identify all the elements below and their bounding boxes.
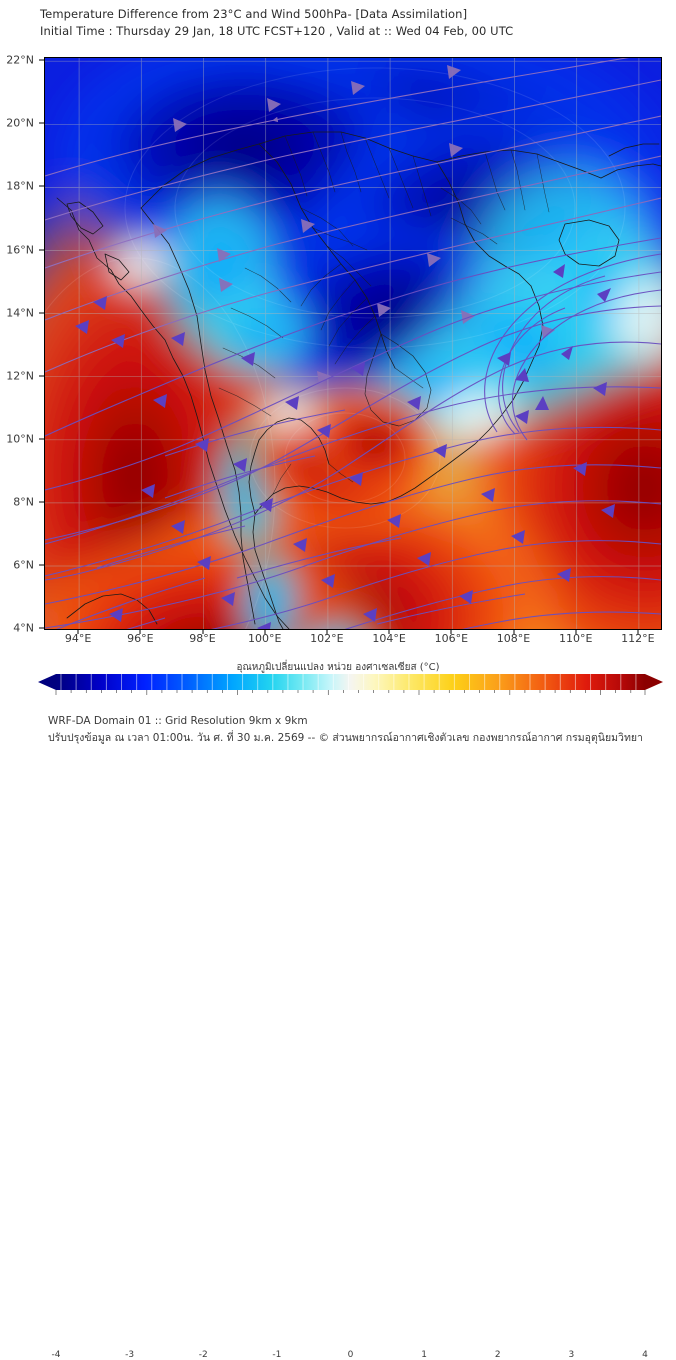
chart-title-line-2: Initial Time : Thursday 29 Jan, 18 UTC F…: [40, 24, 514, 38]
y-tick-label: 8°N: [13, 495, 34, 509]
colorbar-tick-label: 4: [642, 1350, 648, 1360]
graticule: [45, 58, 661, 629]
chart-title-line-1: Temperature Difference from 23°C and Win…: [40, 7, 468, 21]
x-tick-label: 100°E: [247, 632, 282, 645]
colorbar-tick-label: 0: [347, 1350, 354, 1360]
wind-streamlines: [45, 58, 661, 629]
y-tick-label: 12°N: [6, 369, 34, 383]
temperature-field: [45, 58, 661, 629]
y-tick-label: 20°N: [6, 116, 34, 130]
footer-block: WRF-DA Domain 01 :: Grid Resolution 9km …: [48, 713, 668, 747]
y-tick-label: 14°N: [6, 306, 34, 320]
x-tick-label: 108°E: [496, 632, 531, 645]
x-tick-label: 106°E: [434, 632, 469, 645]
colorbar-cap-low: [38, 674, 56, 690]
colorbar-tick-label: -2: [198, 1350, 208, 1360]
x-tick-label: 104°E: [372, 632, 406, 645]
colorbar-tick-label: 1: [421, 1350, 427, 1360]
colorbar-band-separators: [56, 674, 645, 690]
colorbar-gradient[interactable]: [0, 674, 676, 700]
y-tick-label: 10°N: [6, 432, 34, 446]
y-tick-label: 18°N: [6, 179, 34, 193]
chart-title-block: Temperature Difference from 23°C and Win…: [40, 6, 660, 40]
colorbar-tick-label: 3: [568, 1350, 575, 1360]
streamline-arrowheads-north: [153, 65, 555, 385]
x-tick-label: 94°E: [64, 632, 92, 645]
colorbar-tick-label: 2: [494, 1350, 501, 1360]
x-tick-label: 110°E: [558, 632, 593, 645]
map-plot-area[interactable]: [44, 57, 662, 630]
y-tick-label: 16°N: [6, 243, 34, 256]
colorbar-tick-label: -1: [272, 1350, 282, 1360]
footer-domain-info: WRF-DA Domain 01 :: Grid Resolution 9km …: [48, 715, 308, 727]
colorbar-cap-high: [645, 674, 663, 690]
contour-bands: [45, 67, 626, 629]
map-canvas: [45, 58, 661, 629]
footer-attribution: ปรับปรุงข้อมูล ณ เวลา 01:00น. วัน ศ. ที่…: [48, 732, 643, 744]
y-tick-label: 6°N: [13, 558, 34, 572]
y-tick-label: 22°N: [6, 53, 34, 67]
y-tick-label: 4°N: [13, 621, 34, 635]
x-tick-label: 102°E: [310, 632, 344, 645]
colorbar-tick-label: -4: [51, 1350, 61, 1360]
x-tick-label: 96°E: [127, 632, 154, 645]
colorbar-title: อุณหภูมิเปลี่ยนแปลง หน่วย องศาเซลเซียส (…: [236, 662, 440, 673]
x-tick-label: 112°E: [621, 632, 655, 645]
colorbar-minor-ticks: [55, 690, 646, 695]
x-tick-label: 98°E: [189, 632, 216, 645]
coastlines-and-borders: [56, 131, 661, 629]
colorbar-tick-label: -3: [125, 1350, 135, 1360]
streamline-arrowheads-main: [75, 264, 615, 629]
